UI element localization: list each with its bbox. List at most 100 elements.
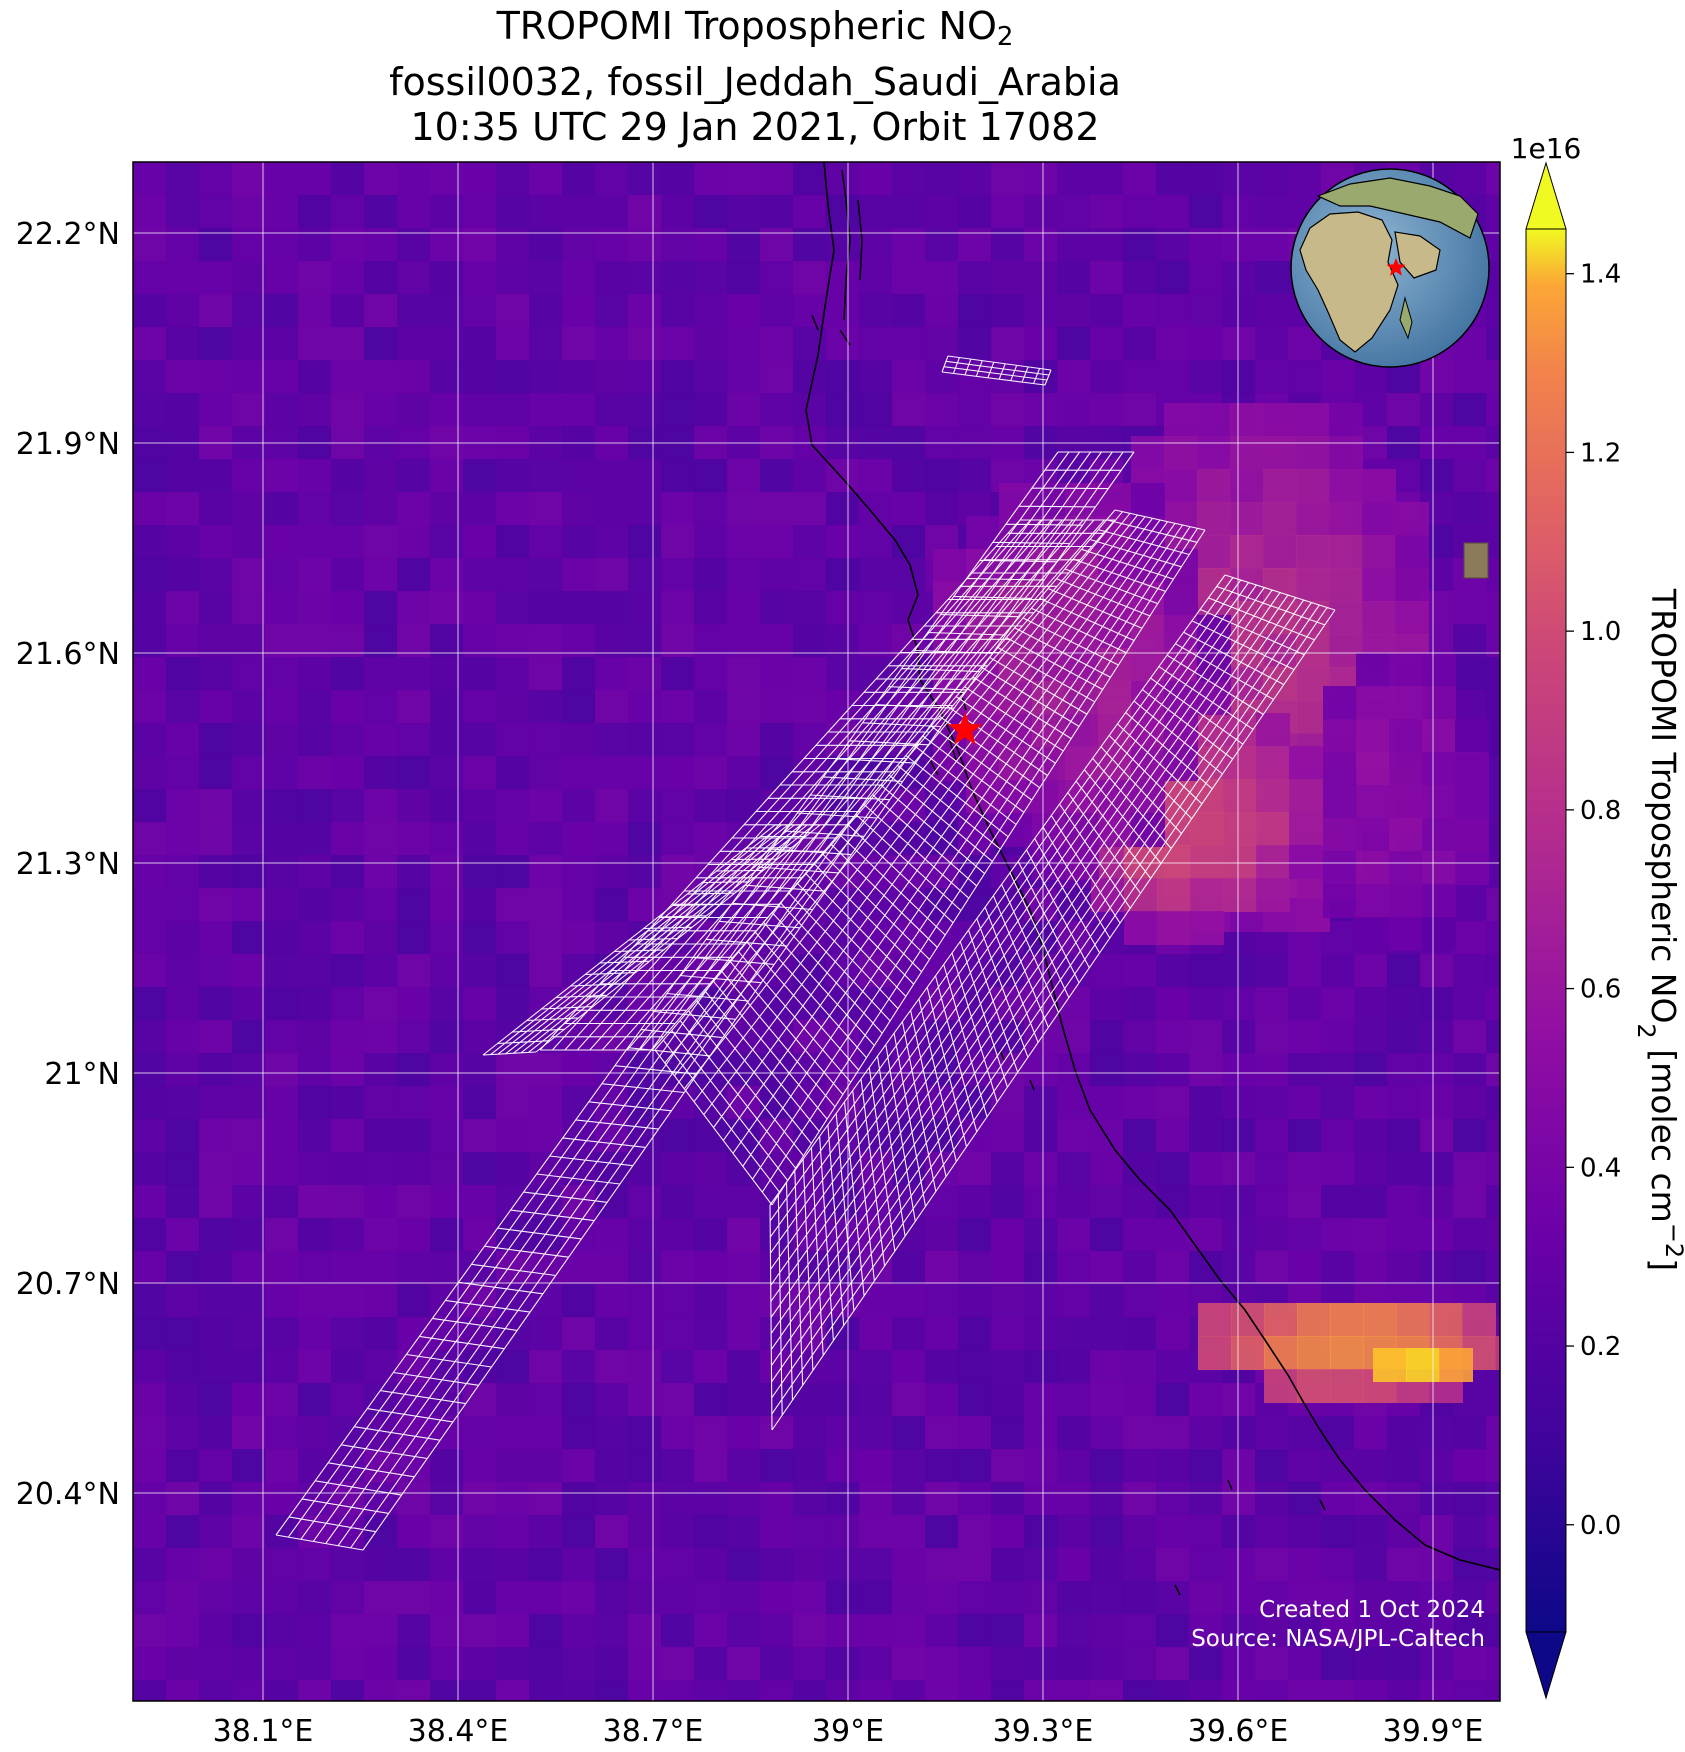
no2-pixel [1288,1020,1322,1054]
no2-pixel [760,690,794,724]
no2-pixel [298,1548,332,1582]
no2-pixel [199,789,233,823]
no2-pixel [529,954,563,988]
no2-pixel [1189,1548,1223,1582]
no2-pixel [133,459,167,493]
no2-pixel [562,261,596,295]
no2-pixel [166,1251,200,1285]
no2-pixel [991,228,1025,262]
no2-pixel [595,1317,629,1351]
no2-pixel [1288,987,1322,1021]
no2-pixel [199,1416,233,1450]
no2-pixel [694,1350,728,1384]
no2-pixel [265,1152,299,1186]
no2-pixel [562,327,596,361]
no2-pixel [1453,954,1487,988]
no2-plume-pixel [1323,752,1357,786]
no2-pixel [265,1449,299,1483]
no2-pixel [133,492,167,526]
no2-pixel [265,162,299,196]
no2-pixel [496,360,530,394]
no2-pixel [1486,1053,1500,1087]
no2-pixel [232,789,266,823]
no2-pixel [595,1515,629,1549]
no2-pixel [1486,525,1500,559]
no2-pixel [793,228,827,262]
no2-pixel [1090,1449,1124,1483]
no2-pixel [727,261,761,295]
no2-pixel [1255,1020,1289,1054]
no2-pixel [727,228,761,262]
no2-pixel [826,360,860,394]
no2-pixel [133,294,167,328]
no2-pixel [628,228,662,262]
no2-pixel [1024,1185,1058,1219]
no2-pixel [925,294,959,328]
no2-pixel [1486,987,1500,1021]
no2-pixel [166,360,200,394]
no2-pixel [133,558,167,592]
no2-pixel [661,558,695,592]
no2-pixel [1090,195,1124,229]
no2-plume-pixel [1455,752,1489,786]
no2-pixel [595,492,629,526]
no2-plume-pixel [1422,851,1456,885]
no2-pixel [892,327,926,361]
no2-pixel [232,327,266,361]
no2-pixel [463,525,497,559]
no2-pixel [595,657,629,691]
no2-pixel [331,1614,365,1648]
no2-pixel [562,525,596,559]
no2-pixel [1024,1218,1058,1252]
no2-pixel [133,723,167,757]
no2-pixel [958,1548,992,1582]
colorbar-tick-label: 0.2 [1580,1332,1621,1362]
no2-pixel [331,1482,365,1516]
no2-pixel [760,360,794,394]
no2-pixel [496,1383,530,1417]
no2-pixel [265,195,299,229]
no2-pixel [529,657,563,691]
no2-pixel [265,1680,299,1701]
no2-pixel [529,1086,563,1120]
no2-pixel [1222,1185,1256,1219]
no2-pixel [1288,1548,1322,1582]
no2-pixel [265,1416,299,1450]
no2-pixel [1486,1614,1500,1648]
no2-pixel [430,1119,464,1153]
no2-pixel [232,1251,266,1285]
no2-pixel [1420,954,1454,988]
no2-pixel [166,195,200,229]
no2-pixel [166,1086,200,1120]
no2-pixel [331,987,365,1021]
no2-pixel [1453,1119,1487,1153]
no2-pixel [1057,1482,1091,1516]
no2-plume-pixel [1296,502,1330,536]
footprint-strip [941,355,1052,386]
no2-pixel [430,492,464,526]
no2-pixel [463,1581,497,1615]
no2-pixel [1189,327,1223,361]
no2-pixel [925,1515,959,1549]
no2-pixel [463,987,497,1021]
no2-pixel [958,1218,992,1252]
no2-pixel [793,195,827,229]
no2-pixel [133,162,167,196]
no2-pixel [1453,657,1487,691]
no2-plume-pixel [1296,535,1330,569]
no2-pixel [1222,294,1256,328]
no2-pixel [562,195,596,229]
no2-pixel [1090,987,1124,1021]
no2-pixel [859,1350,893,1384]
no2-pixel [463,822,497,856]
no2-pixel [1156,1647,1190,1681]
no2-pixel [760,1218,794,1252]
no2-pixel [925,1416,959,1450]
no2-pixel [496,1053,530,1087]
no2-pixel [826,591,860,625]
no2-pixel [1321,1515,1355,1549]
no2-plume-pixel [1198,1336,1232,1370]
no2-pixel [133,690,167,724]
no2-pixel [1090,1350,1124,1384]
no2-pixel [133,360,167,394]
